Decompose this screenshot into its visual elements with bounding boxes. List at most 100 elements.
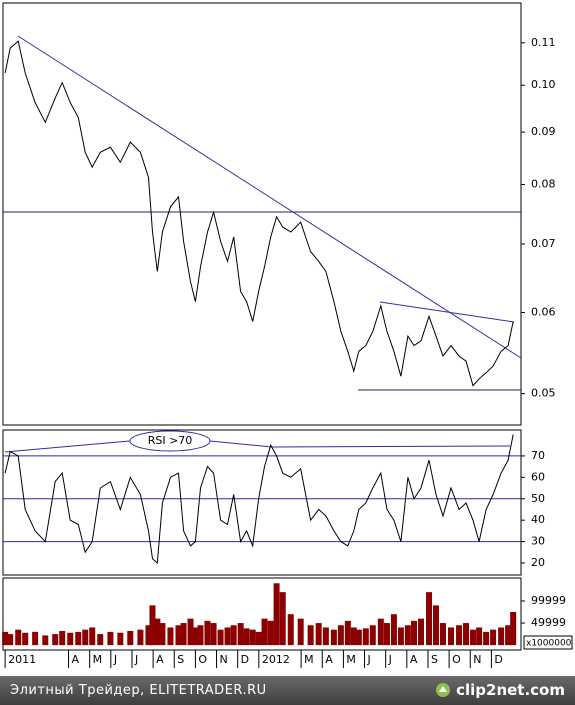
volume-bar <box>175 625 182 646</box>
volume-bar <box>204 620 211 646</box>
volume-bar <box>210 623 217 646</box>
annotation-ellipse <box>129 430 211 452</box>
x-tick-label: S <box>431 653 438 666</box>
x-tick-label: M <box>304 653 314 666</box>
y-tick-label: 50 <box>531 492 545 505</box>
footer: Элитный Трейдер, ELITETRADER.RU clip2net… <box>0 676 575 705</box>
volume-bar <box>75 631 82 646</box>
y-tick-label: 0.11 <box>531 36 556 49</box>
volume-bar <box>67 632 74 646</box>
y-tick-label: 60 <box>531 470 545 483</box>
rsi-panel <box>2 429 522 576</box>
logo[interactable]: clip2net.com <box>435 681 565 699</box>
volume-bar <box>433 605 440 646</box>
volume-bar <box>249 629 256 646</box>
volume-bar <box>337 625 344 646</box>
volume-bar <box>261 618 268 646</box>
volume-bar <box>404 625 411 646</box>
volume-bar <box>237 623 244 646</box>
y-tick-label: 70 <box>531 449 545 462</box>
y-tick-label: 0.06 <box>531 306 556 319</box>
volume-bar <box>230 625 237 646</box>
volume-bar <box>411 620 418 646</box>
volume-bar <box>355 629 362 646</box>
volume-bar <box>59 631 66 646</box>
volume-bar <box>117 632 124 646</box>
x-tick-label: O <box>198 653 207 666</box>
volume-bar <box>217 629 224 646</box>
volume-bar <box>2 631 9 646</box>
volume-bar <box>145 625 152 646</box>
volume-bar <box>154 618 161 646</box>
x-tick-label: D <box>241 653 249 666</box>
line <box>4 434 514 565</box>
y-tick-label: 20 <box>531 556 545 569</box>
volume-bar <box>149 605 156 646</box>
volume-bar <box>167 627 174 646</box>
volume-bar <box>426 592 433 646</box>
volume-bar <box>390 614 397 646</box>
volume-bar <box>397 627 404 646</box>
unit-label: x1000000 <box>526 639 572 649</box>
volume-bar <box>255 631 262 646</box>
x-tick-label: A <box>72 653 80 666</box>
source: Элитный Трейдер, ELITETRADER.RU <box>10 683 267 698</box>
volume-bar <box>15 629 22 646</box>
y-tick-label: 0.09 <box>531 125 556 138</box>
volume-bar <box>510 612 517 646</box>
volume-bar <box>224 627 231 646</box>
volume-bar <box>137 629 144 646</box>
y-tick-label: 0.10 <box>531 78 556 91</box>
volume-bar <box>476 627 483 646</box>
volume-bar <box>463 623 470 646</box>
volume-bar <box>322 627 329 646</box>
volume-bar <box>192 627 199 646</box>
logo-text: clip2net.com <box>456 681 565 699</box>
volume-bar <box>42 635 49 646</box>
volume-bar <box>369 625 376 646</box>
resistance-line <box>379 301 515 323</box>
y-tick-label: 30 <box>531 535 545 548</box>
y-tick-label: 49999 <box>531 616 566 629</box>
volume-panel <box>2 577 522 651</box>
annotation: RSI >70 <box>148 434 193 447</box>
y-tick-label: 0.08 <box>531 178 556 191</box>
volume-bar <box>297 618 304 646</box>
volume-bar <box>89 627 96 646</box>
volume-bar <box>32 631 39 646</box>
volume-bar <box>505 625 512 646</box>
x-tick-label: 2012 <box>262 653 290 666</box>
x-tick-label: A <box>325 653 333 666</box>
x-tick-label: 2011 <box>8 653 36 666</box>
logo-icon <box>435 683 450 697</box>
volume-bar <box>448 627 455 646</box>
x-tick-label: J <box>113 653 117 666</box>
volume-bar <box>22 632 29 646</box>
volume-bar <box>417 618 424 646</box>
x-tick-label: M <box>346 653 356 666</box>
price-panel <box>2 2 522 426</box>
volume-bar <box>439 623 446 646</box>
volume-bar <box>127 631 134 646</box>
x-tick-label: J <box>388 653 392 666</box>
y-tick-label: 0.05 <box>531 387 556 400</box>
volume-bar <box>279 592 286 646</box>
volume-bar <box>159 623 166 646</box>
volume-bar <box>97 634 104 646</box>
x-tick-label: M <box>93 653 103 666</box>
y-tick-label: 40 <box>531 513 545 526</box>
volume-bar <box>377 618 384 646</box>
x-tick-label: S <box>177 653 184 666</box>
unit-box <box>523 635 573 650</box>
volume-bar <box>52 634 59 646</box>
trend-line <box>17 35 522 359</box>
x-tick-label: D <box>494 653 502 666</box>
volume-bar <box>107 631 114 646</box>
line <box>4 40 514 387</box>
rsi-trend-line <box>4 440 511 453</box>
x-tick-label: N <box>220 653 228 666</box>
volume-bar <box>350 627 357 646</box>
volume-bar <box>267 620 274 646</box>
chart: 0.11 0.10 0.09 0.08 0.07 0.06 0.05 70 60 50 40 30 20… <box>2 2 573 668</box>
volume-bar <box>7 634 14 646</box>
